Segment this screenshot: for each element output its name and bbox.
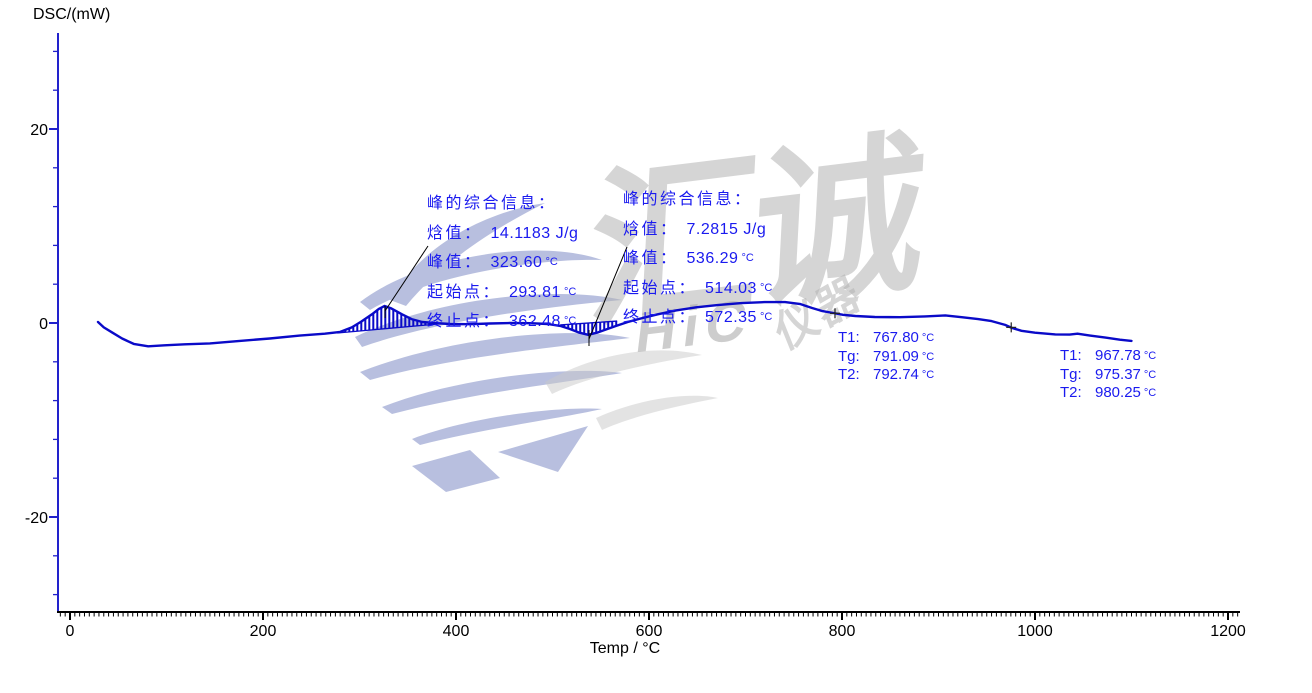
t2-value: 980.25: [1095, 384, 1141, 401]
axes-group: 200-200 200 400 600 800 1000 1200: [25, 33, 1246, 640]
peak-baseline: [560, 320, 618, 326]
tg1-tg-row: Tg: 791.09 °C: [838, 348, 934, 367]
dsc-curve-group: [96, 300, 1133, 348]
end-label: 终止点：: [427, 313, 502, 330]
enthalpy-value: 7.2815 J/g: [686, 220, 767, 238]
glass-transition1-annotation: T1: 767.80 °C Tg: 791.09 °C T2: 792.74 °C: [838, 329, 934, 385]
celsius-unit: °C: [921, 369, 935, 381]
peak1-peak-row: 峰值： 323.60 °C: [427, 248, 581, 278]
celsius-unit: °C: [545, 256, 558, 268]
x-tick-label: 600: [636, 623, 663, 640]
annotation-leader-line: [588, 246, 628, 340]
celsius-unit: °C: [1143, 387, 1157, 399]
onset-label: 起始点：: [427, 283, 502, 301]
y-tick-label: 0: [39, 316, 48, 333]
dsc-curve: [96, 300, 1133, 348]
celsius-unit: °C: [759, 311, 773, 323]
onset-value: 293.81: [509, 283, 561, 301]
marker-group: [384, 245, 1017, 346]
y-axis-title: DSC/(mW): [33, 6, 111, 23]
peak1-end-row: 终止点： 362.48 °C: [427, 307, 581, 337]
swirl-globe-bands: [355, 203, 630, 492]
celsius-unit: °C: [1143, 368, 1157, 381]
celsius-unit: °C: [563, 285, 577, 298]
peak2-end-row: 终止点： 572.35 °C: [623, 303, 772, 333]
x-axis-title: Temp / °C: [589, 640, 661, 657]
celsius-unit: °C: [563, 315, 577, 327]
tg-value: 975.37: [1095, 365, 1141, 383]
peak2-title: 峰的综合信息：: [623, 191, 753, 208]
x-tick-label: 1000: [1017, 623, 1053, 640]
tg-label: Tg:: [838, 347, 860, 365]
peak1-enthalpy-row: 焓值： 14.1183 J/g: [427, 219, 581, 249]
celsius-unit: °C: [1143, 350, 1157, 362]
end-value: 362.48: [509, 313, 561, 330]
peak1-onset-row: 起始点： 293.81 °C: [427, 278, 581, 308]
x-tick-label: 0: [66, 623, 75, 640]
peak2-onset-row: 起始点： 514.03 °C: [623, 274, 772, 304]
t2-label: T2:: [838, 366, 860, 383]
enthalpy-value: 14.1183 J/g: [490, 224, 579, 242]
x-tick-label: 200: [250, 623, 277, 640]
celsius-unit: °C: [759, 281, 773, 294]
tg2-t2-row: T2: 980.25 °C: [1060, 384, 1156, 403]
x-tick-label: 1200: [1210, 623, 1246, 640]
annotation-leader-line: [384, 245, 429, 312]
onset-value: 514.03: [705, 279, 757, 297]
peak1-annotation: 峰的综合信息： 焓值： 14.1183 J/g 峰值： 323.60 °C 起始点： 2…: [427, 190, 581, 337]
peak-temp-value: 323.60: [490, 254, 543, 271]
peak2-annotation: 峰的综合信息： 焓值： 7.2815 J/g 峰值： 536.29 °C 起始点： 51…: [623, 186, 772, 333]
celsius-unit: °C: [921, 332, 935, 344]
t1-value: 967.78: [1095, 347, 1141, 364]
celsius-unit: °C: [921, 350, 935, 363]
peak-temp-value: 536.29: [686, 250, 739, 267]
end-label: 终止点：: [623, 309, 698, 326]
t2-value: 792.74: [873, 366, 919, 383]
tg2-t1-row: T1: 967.78 °C: [1060, 347, 1156, 366]
tg1-t1-row: T1: 767.80 °C: [838, 329, 934, 348]
t2-label: T2:: [1060, 384, 1082, 401]
celsius-unit: °C: [741, 252, 754, 264]
peak1-title: 峰的综合信息：: [427, 195, 557, 212]
t1-value: 767.80: [873, 329, 919, 346]
swirl-gray-accent: [545, 350, 718, 430]
enthalpy-label: 焓值：: [427, 224, 483, 242]
x-tick-label: 400: [443, 623, 470, 640]
peak-temp-label: 峰值：: [623, 250, 679, 267]
glass-transition2-annotation: T1: 967.78 °C Tg: 975.37 °C T2: 980.25 °C: [1060, 347, 1156, 403]
peak-temp-label: 峰值：: [427, 254, 483, 271]
onset-label: 起始点：: [623, 279, 698, 297]
tg2-tg-row: Tg: 975.37 °C: [1060, 366, 1156, 385]
peak2-enthalpy-row: 焓值： 7.2815 J/g: [623, 215, 772, 245]
t1-label: T1:: [1060, 347, 1082, 364]
end-value: 572.35: [705, 309, 757, 326]
x-tick-label: 800: [829, 623, 856, 640]
y-tick-label: -20: [25, 510, 48, 527]
peak-baseline: [337, 322, 444, 334]
y-tick-label: 20: [30, 122, 48, 139]
tg-value: 791.09: [873, 347, 919, 365]
enthalpy-label: 焓值：: [623, 220, 679, 238]
tg-label: Tg:: [1060, 365, 1082, 383]
tg1-t2-row: T2: 792.74 °C: [838, 366, 934, 385]
t1-label: T1:: [838, 329, 860, 346]
peak2-peak-row: 峰值： 536.29 °C: [623, 244, 772, 274]
